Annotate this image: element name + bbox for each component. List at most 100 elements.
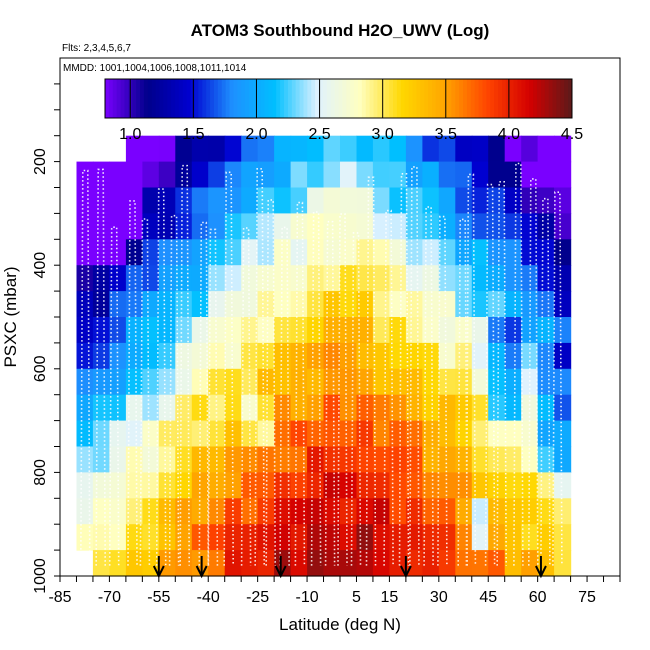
heatmap-cell [389,498,407,525]
heatmap-cell [92,498,110,525]
heatmap-cell [307,368,325,396]
heatmap-cell [125,161,143,189]
heatmap-cell [554,524,572,551]
colorbar-segment [287,79,293,118]
heatmap-cell [372,498,390,525]
heatmap-cell [438,239,456,266]
heatmap-cell [471,446,489,473]
heatmap-cell [537,342,555,370]
heatmap-cell [224,291,242,318]
heatmap-cell [340,265,358,292]
heatmap-cell [76,368,94,396]
heatmap-cell [554,368,572,396]
colorbar-segment [194,79,199,118]
colorbar-segment [105,79,110,118]
colorbar-segment [124,79,129,118]
heatmap-cell [554,342,572,370]
heatmap-cell [372,550,390,577]
colorbar-segment [178,79,184,118]
heatmap-cell [241,187,259,214]
heatmap-cell [488,213,506,240]
heatmap-cell [125,524,143,551]
heatmap-cell [290,265,308,292]
heatmap-cell [274,135,292,163]
colorbar-segment [357,79,363,118]
colorbar-segment [268,79,273,118]
heatmap-cell [307,265,325,292]
colorbar-segment [291,79,297,118]
heatmap-cell [241,265,259,292]
heatmap-cell [290,135,308,163]
heatmap-cell [274,161,292,189]
heatmap-cell [405,135,423,163]
heatmap-cell [422,420,440,448]
x-tick-label: 45 [479,589,497,606]
heatmap-cell [323,239,341,266]
heatmap-cell [521,368,539,396]
heatmap-cell [504,394,522,422]
heatmap-cell [504,446,522,473]
heatmap-cell [158,524,176,551]
heatmap-cell [554,317,572,344]
colorbar-segment [221,79,227,118]
heatmap-cell [356,394,374,422]
heatmap-cell [455,550,473,577]
heatmap-cell [389,524,407,551]
heatmap-cell [554,498,572,525]
heatmap-cell [241,394,259,422]
heatmap-cell [290,239,308,266]
y-tick-label: 400 [32,252,49,279]
heatmap-cell [241,446,259,473]
heatmap-cell [76,446,94,473]
x-tick-label: 5 [352,589,361,606]
heatmap-cell [537,317,555,344]
heatmap-cell [109,498,127,525]
heatmap-cell [142,265,160,292]
heatmap-cell [125,239,143,266]
heatmap-cell [504,498,522,525]
heatmap-cell [307,446,325,473]
colorbar-tick-label: 2.0 [245,126,267,143]
heatmap-cell [224,394,242,422]
colorbar-segment [548,79,554,118]
heatmap-cell [307,187,325,214]
heatmap-cell [224,213,242,240]
heatmap-cell [521,135,539,163]
colorbar-segment [385,79,390,118]
heatmap-cell [554,472,572,499]
heatmap-cell [191,187,209,214]
colorbar-segment [256,79,262,118]
heatmap-cell [208,239,226,266]
heatmap-cell [208,213,226,240]
x-axis: -85 -70 -55 -40 -25 -10 5 15 30 45 60 75 [48,576,621,606]
y-axis-label: PSXC (mbar) [1,266,20,367]
heatmap-cell [504,550,522,577]
colorbar-segment [564,79,569,118]
heatmap-cell [554,420,572,448]
heatmap-cell [208,368,226,396]
heatmap-cell [92,291,110,318]
heatmap-cell [356,446,374,473]
heatmap-cell [92,265,110,292]
heatmap-cell [257,420,275,448]
colorbar-segment [408,79,413,118]
heatmap-cell [76,342,94,370]
heatmap-cell [208,317,226,344]
colorbar-segment [533,79,538,118]
heatmap-cell [537,161,555,189]
heatmap-cell [257,472,275,499]
heatmap-cell [340,524,358,551]
heatmap-cell [537,472,555,499]
heatmap-cell [142,213,160,240]
heatmap-cell [241,498,259,525]
heatmap-cell [389,239,407,266]
heatmap-cell [191,446,209,473]
heatmap-cell [537,368,555,396]
heatmap-cell [208,394,226,422]
heatmap-cell [257,161,275,189]
heatmap-cell [158,420,176,448]
x-axis-label: Latitude (deg N) [279,615,401,634]
heatmap-cell [356,239,374,266]
x-tick-label: -25 [246,589,269,606]
heatmap-cell [175,213,193,240]
